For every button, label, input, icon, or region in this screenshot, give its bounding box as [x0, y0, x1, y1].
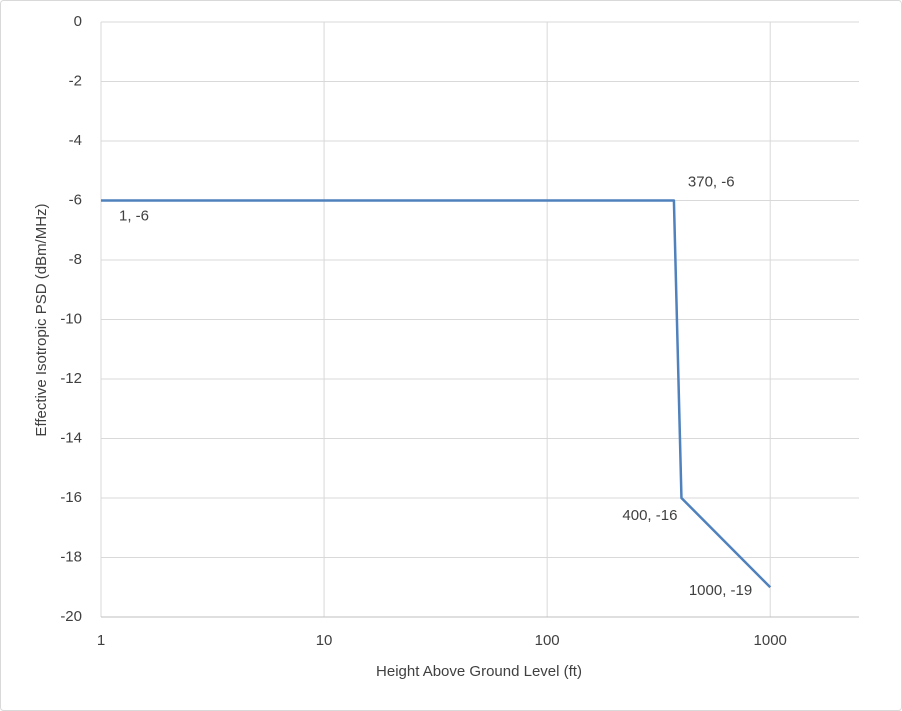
y-tick-label: -18: [60, 548, 82, 565]
y-tick-label: -16: [60, 489, 82, 506]
data-label: 1000, -19: [689, 582, 752, 599]
data-label: 370, -6: [688, 173, 735, 190]
x-tick-label: 1: [97, 632, 105, 649]
x-tick-label: 100: [535, 632, 560, 649]
y-tick-label: -14: [60, 429, 82, 446]
y-tick-label: -10: [60, 310, 82, 327]
data-label: 1, -6: [119, 207, 149, 224]
y-tick-label: -2: [69, 72, 82, 89]
y-tick-label: -12: [60, 370, 82, 387]
y-tick-label: -6: [69, 191, 82, 208]
data-label: 400, -16: [622, 507, 677, 524]
y-tick-label: 0: [74, 13, 82, 30]
x-tick-label: 1000: [754, 632, 787, 649]
y-axis-title: Effective Isotropic PSD (dBm/MHz): [33, 203, 50, 436]
x-tick-label: 10: [316, 632, 333, 649]
y-tick-label: -4: [69, 132, 82, 149]
data-line: [101, 199, 772, 589]
x-axis-title: Height Above Ground Level (ft): [376, 663, 582, 680]
y-tick-label: -8: [69, 251, 82, 268]
y-tick-label: -20: [60, 608, 82, 625]
